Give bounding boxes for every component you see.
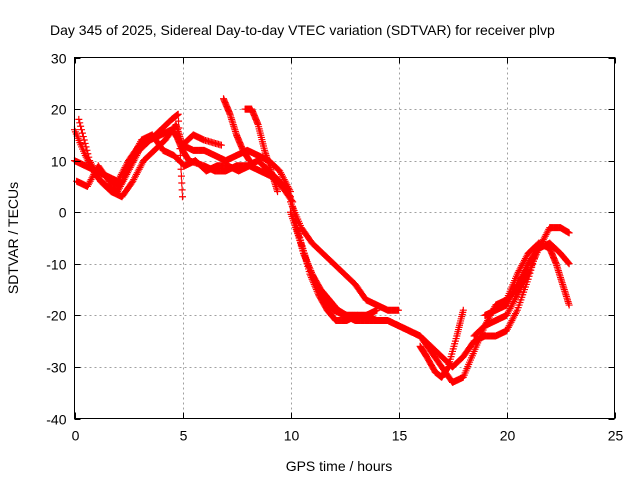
data-point bbox=[178, 186, 186, 194]
x-tick-label: 5 bbox=[180, 428, 188, 444]
y-tick-label: 20 bbox=[51, 102, 67, 118]
series-track-12 bbox=[341, 239, 543, 371]
data-point bbox=[305, 263, 313, 271]
series-track-8 bbox=[287, 198, 402, 314]
data-point bbox=[565, 260, 573, 268]
data-point bbox=[300, 251, 308, 259]
data-point bbox=[301, 253, 309, 261]
y-tick-label: -10 bbox=[46, 257, 66, 273]
data-point bbox=[83, 146, 91, 154]
data-point bbox=[303, 258, 311, 266]
y-tick-label: 30 bbox=[51, 51, 67, 67]
y-tick-label: -40 bbox=[46, 412, 66, 428]
x-tick-label: 10 bbox=[284, 428, 300, 444]
data-point bbox=[291, 212, 299, 220]
grid bbox=[74, 57, 615, 419]
data-point bbox=[459, 306, 467, 314]
data-point bbox=[307, 268, 315, 276]
series-track-2 bbox=[75, 115, 225, 201]
data-point bbox=[307, 267, 315, 275]
data-point bbox=[84, 150, 92, 158]
data-point bbox=[78, 126, 86, 134]
y-tick-label: -30 bbox=[46, 360, 66, 376]
chart-title: Day 345 of 2025, Sidereal Day-to-day VTE… bbox=[50, 22, 555, 38]
data-point bbox=[299, 249, 307, 257]
data-point bbox=[306, 265, 314, 273]
data-point bbox=[177, 165, 185, 173]
data-point bbox=[302, 256, 310, 264]
series-track-16 bbox=[503, 239, 573, 309]
data-point bbox=[174, 110, 182, 118]
x-tick-label: 0 bbox=[72, 428, 80, 444]
data-point bbox=[245, 157, 253, 165]
data-point bbox=[564, 258, 572, 266]
x-tick-label: 25 bbox=[608, 428, 624, 444]
axis-ticks: 0 5 10 15 20 25 -40 -30 -20 -10 0 10 20 30 bbox=[46, 51, 623, 444]
data-point bbox=[292, 215, 300, 223]
data-point bbox=[564, 259, 572, 267]
data-point bbox=[302, 255, 310, 263]
y-tick-label: 10 bbox=[51, 154, 67, 170]
data-point bbox=[289, 203, 297, 211]
data-point bbox=[79, 133, 87, 141]
x-tick-label: 15 bbox=[392, 428, 408, 444]
data-point bbox=[512, 308, 520, 316]
x-tick-label: 20 bbox=[500, 428, 516, 444]
data-point bbox=[76, 119, 84, 127]
data-point bbox=[289, 206, 297, 214]
data-point bbox=[82, 143, 90, 151]
data-point bbox=[395, 306, 402, 314]
data-point bbox=[304, 260, 312, 268]
data-point bbox=[565, 229, 573, 237]
series-track-7 bbox=[241, 105, 282, 196]
data-point bbox=[305, 262, 312, 270]
data-point bbox=[75, 115, 83, 123]
data-point bbox=[373, 306, 381, 314]
x-axis-title: GPS time / hours bbox=[286, 458, 393, 474]
data-point bbox=[290, 209, 298, 217]
data-point bbox=[85, 153, 93, 161]
y-tick-label: 0 bbox=[59, 205, 67, 221]
data-point bbox=[80, 136, 88, 144]
data-point bbox=[565, 301, 573, 309]
data-point bbox=[81, 139, 89, 147]
data-points bbox=[71, 95, 573, 386]
y-tick-label: -20 bbox=[46, 308, 66, 324]
plot-frame bbox=[74, 57, 615, 419]
data-point bbox=[179, 193, 186, 201]
series-track-13 bbox=[416, 306, 467, 381]
data-point bbox=[217, 141, 225, 149]
data-point bbox=[77, 122, 85, 130]
data-point bbox=[178, 179, 186, 187]
series-track-6 bbox=[220, 95, 253, 165]
data-point bbox=[286, 191, 294, 199]
data-point bbox=[177, 172, 185, 180]
data-point bbox=[78, 129, 86, 137]
y-axis-title: SDTVAR / TECUs bbox=[5, 182, 21, 294]
data-point bbox=[274, 188, 282, 196]
